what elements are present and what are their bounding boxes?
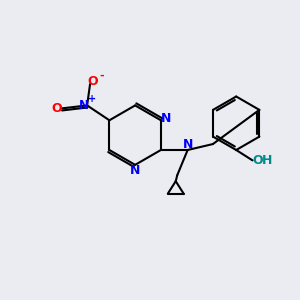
Text: O: O: [253, 154, 263, 167]
Text: N: N: [130, 164, 140, 177]
Text: O: O: [88, 74, 98, 88]
Text: N: N: [79, 99, 89, 112]
Text: N: N: [182, 138, 193, 151]
Text: H: H: [262, 154, 273, 167]
Text: +: +: [88, 94, 96, 104]
Text: -: -: [99, 71, 104, 81]
Text: N: N: [161, 112, 171, 125]
Text: O: O: [51, 102, 62, 115]
